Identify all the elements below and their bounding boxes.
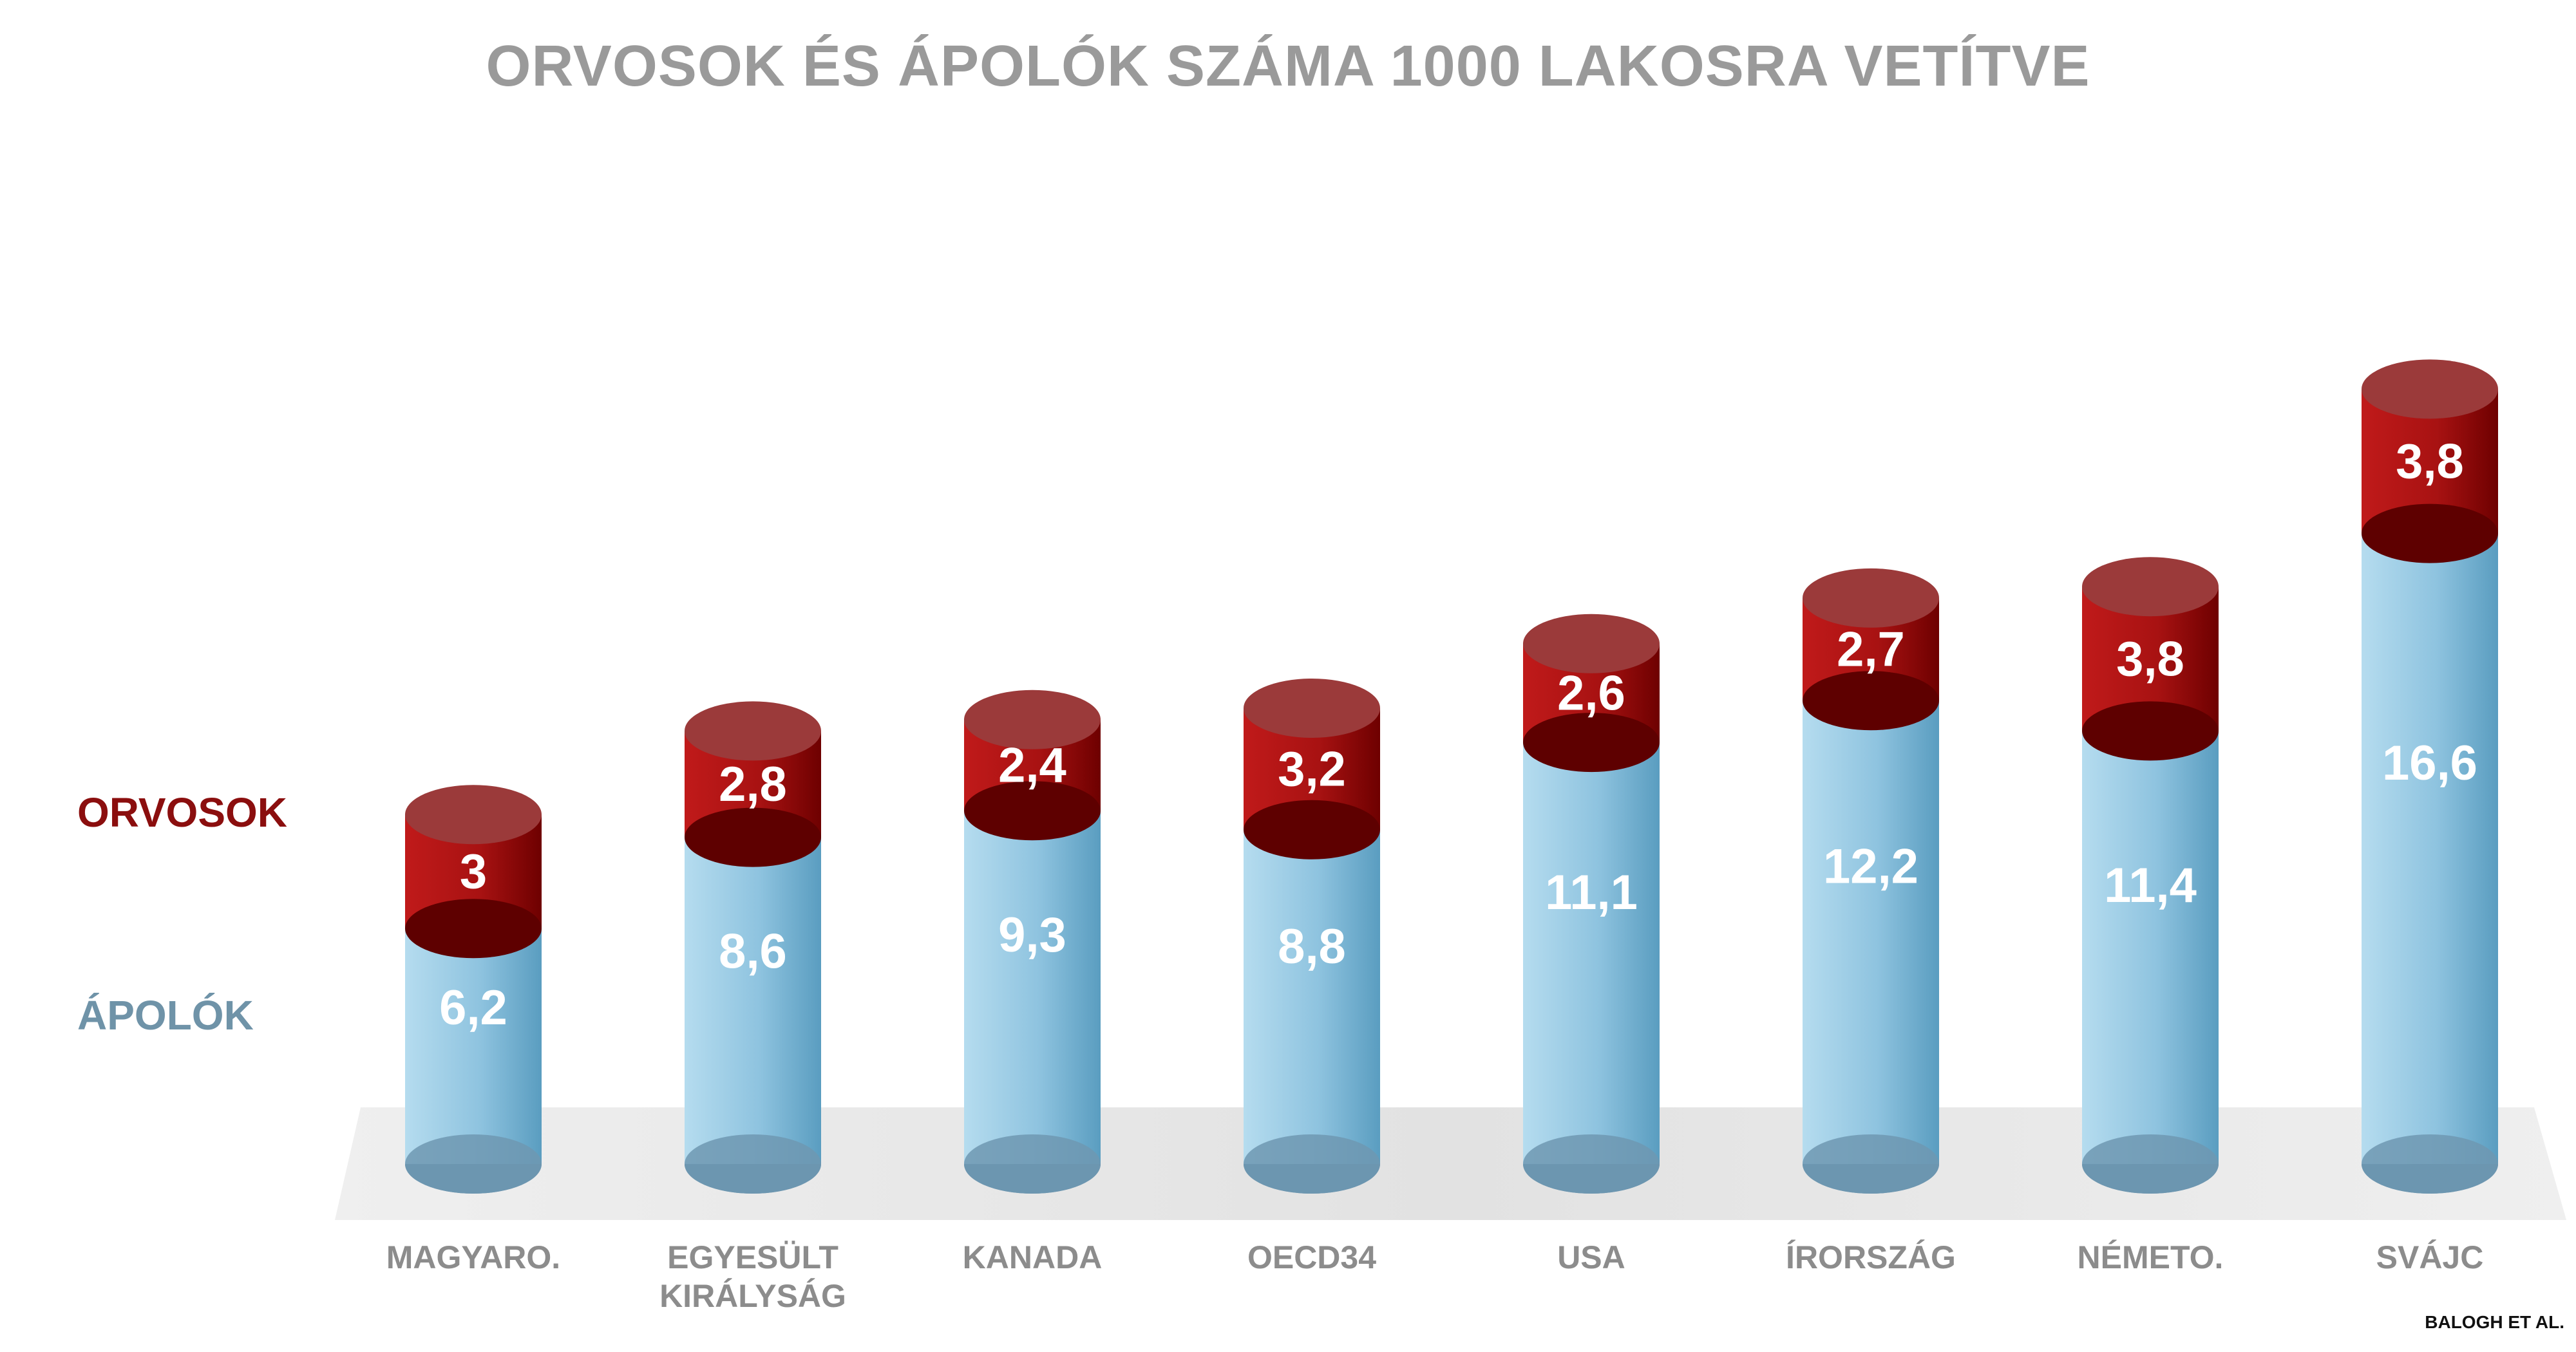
bar-top-cap	[2082, 557, 2219, 617]
bar-top-cap	[685, 701, 821, 761]
bar-base-shade	[1523, 1134, 1660, 1194]
value-label-orvosok: 2,4	[998, 738, 1066, 793]
bar-segment-boundary	[1523, 713, 1660, 773]
bar-group: 6,2 3 MAGYARO.	[386, 785, 560, 1275]
bar-segment-apolok	[405, 928, 542, 1164]
bar-top-cap	[1244, 679, 1380, 738]
category-label: SVÁJC	[2376, 1239, 2484, 1275]
bar-top-cap	[1803, 568, 1939, 628]
bar-segment-apolok	[964, 811, 1101, 1164]
bar-segment-apolok	[2362, 533, 2498, 1164]
bar-base-shade	[1244, 1134, 1380, 1194]
bar-segment-apolok	[1523, 742, 1660, 1164]
bar-segment-apolok	[685, 837, 821, 1164]
legend-orvosok: ORVOSOK	[77, 789, 287, 836]
bar-segment-apolok	[1244, 829, 1380, 1164]
bar-segment-boundary	[2082, 701, 2219, 761]
bar-group: 11,1 2,6 USA	[1523, 614, 1660, 1275]
category-label: MAGYARO.	[386, 1239, 560, 1275]
bar-segment-apolok	[2082, 731, 2219, 1164]
bar-group: 12,2 2,7 ÍRORSZÁG	[1786, 568, 1956, 1275]
value-label-orvosok: 2,8	[719, 757, 787, 812]
bar-top-cap	[1523, 614, 1660, 673]
category-label: KANADA	[963, 1239, 1103, 1275]
value-label-apolok: 16,6	[2382, 736, 2477, 791]
value-label-apolok: 6,2	[439, 981, 507, 1035]
bar-segment-boundary	[1803, 671, 1939, 731]
value-label-apolok: 9,3	[998, 908, 1066, 962]
bar-group: 9,3 2,4 KANADA	[963, 690, 1103, 1275]
value-label-orvosok: 3	[460, 845, 487, 899]
category-label: NÉMETO.	[2078, 1239, 2224, 1275]
value-label-orvosok: 3,2	[1278, 742, 1346, 796]
bar-segment-boundary	[1244, 800, 1380, 859]
bar-top-cap	[405, 785, 542, 845]
value-label-orvosok: 2,6	[1557, 666, 1625, 720]
source-credit: BALOGH ET AL.	[2425, 1312, 2564, 1332]
value-label-orvosok: 3,8	[2396, 435, 2464, 489]
bar-top-cap	[964, 690, 1101, 749]
bar-group: 11,4 3,8 NÉMETO.	[2078, 557, 2224, 1275]
value-label-apolok: 12,2	[1823, 840, 1918, 894]
value-label-orvosok: 3,8	[2116, 632, 2184, 686]
bar-base-shade	[405, 1134, 542, 1194]
chart-title: ORVOSOK ÉS ÁPOLÓK SZÁMA 1000 LAKOSRA VET…	[486, 34, 2090, 99]
legend-apolok: ÁPOLÓK	[77, 992, 254, 1038]
value-label-apolok: 8,6	[719, 924, 787, 979]
bar-segment-boundary	[405, 899, 542, 959]
value-label-apolok: 11,4	[2104, 858, 2197, 913]
bar-top-cap	[2362, 359, 2498, 419]
category-label: USA	[1557, 1239, 1625, 1275]
value-label-apolok: 8,8	[1278, 919, 1346, 974]
bar-base-shade	[964, 1134, 1101, 1194]
value-label-apolok: 11,1	[1545, 865, 1638, 920]
value-label-orvosok: 2,7	[1837, 623, 1905, 677]
category-label: ÍRORSZÁG	[1786, 1239, 1956, 1275]
bar-base-shade	[2362, 1134, 2498, 1194]
category-label: EGYESÜLT	[667, 1239, 838, 1275]
bar-segment-boundary	[2362, 503, 2498, 563]
bar-base-shade	[2082, 1134, 2219, 1194]
bar-segment-apolok	[1803, 700, 1939, 1164]
bar-segment-boundary	[964, 781, 1101, 841]
category-label: OECD34	[1247, 1239, 1376, 1275]
bar-group: 16,6 3,8 SVÁJC	[2362, 359, 2498, 1275]
bar-base-shade	[1803, 1134, 1939, 1194]
bar-base-shade	[685, 1134, 821, 1194]
chart-floor	[335, 1107, 2566, 1220]
bar-segment-boundary	[685, 807, 821, 867]
category-label: KIRÁLYSÁG	[659, 1278, 846, 1314]
bar-group: 8,8 3,2 OECD34	[1244, 679, 1380, 1275]
